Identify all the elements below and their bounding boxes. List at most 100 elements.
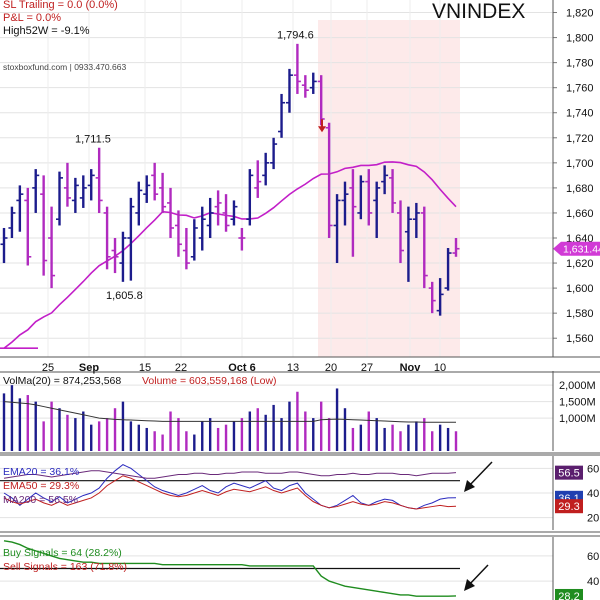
ohlc-bar [71,177,79,213]
ohlc-bar [8,206,16,238]
price-tick-label: 1,600 [566,283,594,295]
ema-tick-label: 60 [587,463,599,475]
volume-bar [375,418,378,451]
volume-bar [42,421,45,451]
ohlc-bar [357,175,365,220]
ohlc-bar [87,169,95,201]
ohlc-bar [40,175,48,276]
volume-bar [351,427,355,451]
volume-bar [113,408,117,451]
volume-subtitle: Volume = 603,559,168 (Low) [142,375,277,387]
ema-value-badge [555,499,583,514]
ohlc-bar [0,227,8,264]
ohlc-bars [0,43,460,316]
volume-bar [145,427,148,451]
volume-bar [10,385,14,451]
ohlc-bar [309,72,317,94]
volume-bar [153,431,156,451]
header-line-high52w: High52W = -9.1% [3,25,90,37]
signals-y-axis: 40 60 [587,551,599,588]
volume-bar [438,424,442,451]
ohlc-bar [135,181,143,226]
volume-title: VolMa(20) = 874,253,568 [3,375,121,387]
ohlc-bar [444,248,452,291]
ohlc-bar [325,122,333,238]
ohlc-bar [389,169,397,213]
ohlc-bar [333,194,341,264]
x-tick-label: 22 [175,362,187,374]
ema-series-line [3,464,457,510]
volume-bar [169,411,172,451]
ohlc-bar [293,43,301,94]
volume-bar [2,393,6,451]
ohlc-bar [278,93,286,138]
price-tick-label: 1,800 [566,33,594,45]
ema-series-line [3,475,457,510]
ema-tick-label: 20 [587,513,599,525]
x-axis: 25 Sep 15 22 Oct 6 13 20 27 Nov 10 [42,362,446,374]
volume-bar [185,431,188,451]
arrow-icon-signals [464,564,489,591]
ohlc-bar [270,137,278,170]
volume-bar [240,418,244,451]
ohlc-bar [63,162,71,207]
ohlc-bar [56,171,64,226]
volume-bar [216,427,220,451]
volume-bar [50,401,53,451]
signals-grid [0,555,553,582]
last-price-tag-shape [553,241,600,256]
ohlc-bar [95,147,103,213]
signals-value-badge [555,588,583,600]
ohlc-bar [412,202,420,238]
volume-bar [121,401,125,451]
price-tick-label: 1,680 [566,183,594,195]
signals-lines [3,540,457,597]
price-tick-label: 1,780 [566,58,594,70]
signals-series-line [3,540,457,597]
ohlc-bar [285,68,293,113]
x-tick-label: Sep [79,362,99,374]
ohlc-bar [119,231,127,282]
volume-bar [391,424,394,451]
ema-value-badge-text: 29.3 [558,501,579,513]
ohlc-bar [24,187,32,266]
signals-tick-label: 40 [587,576,599,588]
ohlc-bar [79,175,87,208]
signals-panel: 40 60 28.2 Buy Signals = 64 (28.2%) Sell … [0,540,599,600]
signals-value-badge-text: 28.2 [558,591,579,600]
x-tick-label: 20 [325,362,337,374]
volume-tick-label: 1,000M [559,413,596,425]
ohlc-bar [341,181,349,226]
volume-bar [264,414,267,451]
volume-bar [327,418,331,451]
volume-bar [343,408,347,451]
buy-signals-legend: Buy Signals = 64 (28.2%) [3,547,122,559]
ohlc-bar [159,172,167,213]
ema-value-badge [555,465,583,480]
ohlc-bar [127,197,135,281]
ohlc-bar [373,181,381,238]
price-tick-label: 1,620 [566,258,594,270]
ohlc-bar [254,160,262,198]
ohlc-bar [404,206,412,282]
ohlc-bar [111,238,119,274]
volume-bar [248,411,252,451]
volume-bar [105,418,109,451]
x-tick-label: 10 [434,362,446,374]
volume-bar [232,421,236,451]
ohlc-bar [436,278,444,316]
volume-bar [137,424,141,451]
volume-bar [34,401,37,451]
volume-tick-label: 2,000M [559,380,596,392]
price-tick-label: 1,720 [566,133,594,145]
x-tick-label: 27 [361,362,373,374]
ohlc-bar [381,165,389,195]
ema-series-line [3,470,457,479]
x-tick-label: Oct 6 [228,362,256,374]
volume-bar [90,424,93,451]
x-tick-label: 15 [139,362,151,374]
volume-bar [280,418,283,451]
volume-bar [193,434,196,451]
volume-bar [304,411,307,451]
